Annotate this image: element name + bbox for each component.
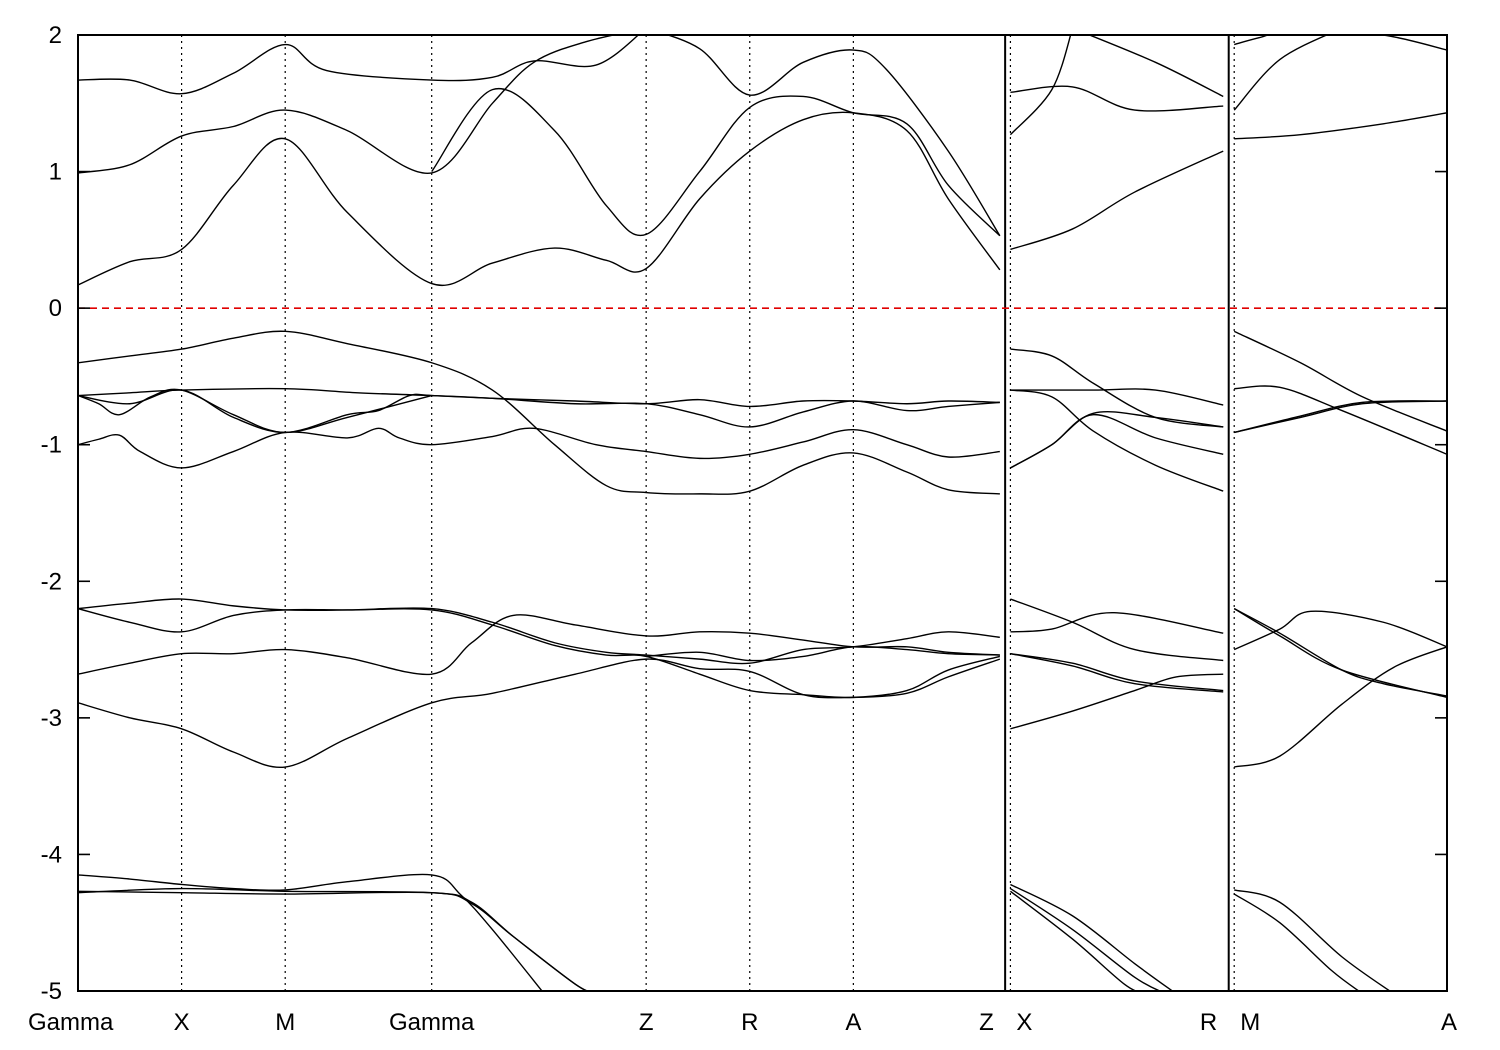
- frame-layer: [77, 34, 1448, 992]
- band-line-11: [1234, 112, 1447, 140]
- plot-frame: [77, 34, 1448, 992]
- band-line-32: [1010, 611, 1224, 634]
- band-line-28: [78, 614, 1000, 676]
- x-tick-label-8: X: [1016, 1009, 1032, 1036]
- band-line-1: [78, 35, 617, 174]
- band-line-15: [78, 427, 1000, 469]
- y-tick-label-5: 0: [49, 295, 62, 322]
- band-line-23: [1234, 385, 1447, 455]
- x-tick-label-3: Gamma: [389, 1009, 475, 1036]
- band-line-40: [78, 873, 543, 991]
- band-line-34: [1010, 652, 1224, 693]
- band-line-46: [1234, 889, 1392, 991]
- band-line-31: [1010, 598, 1224, 662]
- band-line-36: [1233, 607, 1447, 699]
- band-line-39: [1233, 607, 1447, 697]
- y-tick-label-0: -5: [41, 978, 62, 1005]
- band-line-13: [78, 387, 1000, 408]
- band-line-21: [1010, 413, 1224, 469]
- band-line-19: [1010, 389, 1224, 492]
- band-line-16: [78, 389, 432, 434]
- y-tick-label-6: 1: [49, 159, 62, 186]
- y-tick-label-4: -1: [41, 432, 62, 459]
- x-tick-label-0: Gamma: [28, 1009, 114, 1036]
- y-tick-label-3: -2: [41, 568, 62, 595]
- band-line-30: [646, 645, 1000, 662]
- band-line-9: [1234, 35, 1447, 51]
- band-line-29: [78, 658, 1001, 768]
- band-line-18: [1010, 388, 1224, 406]
- y-tick-label-1: -4: [41, 841, 62, 868]
- band-line-4: [665, 35, 1001, 237]
- guides-layer: [78, 35, 1447, 991]
- band-line-43: [1010, 883, 1174, 991]
- band-line-12: [78, 330, 1000, 495]
- x-tick-label-4: Z: [639, 1009, 654, 1036]
- x-tick-label-5: R: [741, 1009, 758, 1036]
- band-line-37: [1233, 610, 1447, 651]
- y-tick-label-7: 2: [49, 22, 62, 49]
- x-tick-label-6: A: [845, 1009, 861, 1036]
- x-tick-label-2: M: [275, 1009, 295, 1036]
- band-line-6: [1009, 35, 1072, 136]
- band-line-44: [1010, 887, 1162, 991]
- band-line-47: [1233, 893, 1361, 991]
- x-tick-label-9: R: [1200, 1009, 1217, 1036]
- band-line-3: [431, 87, 1001, 237]
- bands-layer: [78, 35, 1447, 991]
- band-line-14: [78, 388, 1000, 434]
- band-line-8: [1010, 150, 1224, 251]
- band-line-42: [78, 890, 590, 991]
- band-line-35: [1010, 673, 1224, 730]
- band-line-5: [1010, 85, 1224, 112]
- band-line-2: [78, 111, 1001, 286]
- band-line-38: [1234, 646, 1447, 768]
- band-line-10: [1233, 35, 1329, 111]
- band-line-45: [1009, 890, 1138, 991]
- band-line-33: [1010, 652, 1224, 692]
- x-tick-label-10: M: [1240, 1009, 1260, 1036]
- x-tick-label-1: X: [174, 1009, 190, 1036]
- band-line-25: [1234, 400, 1447, 434]
- band-line-0: [78, 35, 640, 95]
- band-line-7: [1087, 35, 1224, 98]
- x-tick-label-7: Z: [979, 1009, 994, 1036]
- x-tick-label-11: A: [1441, 1009, 1457, 1036]
- band-line-17: [1010, 348, 1224, 428]
- band-line-22: [1233, 330, 1447, 432]
- y-tick-label-2: -3: [41, 705, 62, 732]
